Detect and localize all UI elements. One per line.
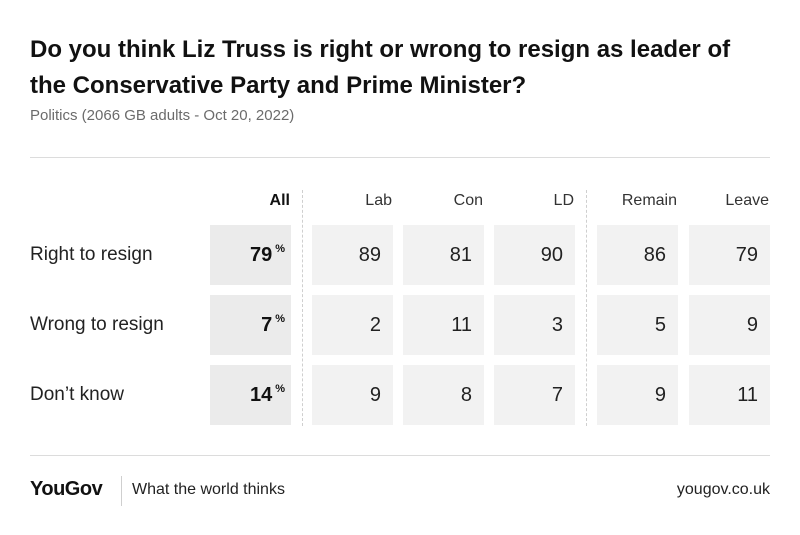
value-label: 3 — [551, 313, 563, 336]
footer-url[interactable]: yougov.co.uk — [676, 481, 770, 498]
column-header-remain: Remain — [621, 192, 677, 209]
percent-sign: % — [275, 243, 285, 255]
value-label: 79 — [735, 243, 758, 266]
value-cell-don-t-know-con: 8 — [403, 365, 484, 425]
value-label: 14 — [249, 383, 273, 406]
value-label: 9 — [654, 383, 666, 406]
percent-sign: % — [275, 383, 285, 395]
value-cell-don-t-know-lab: 9 — [312, 365, 393, 425]
top-divider — [30, 157, 770, 158]
value-cell-wrong-to-resign-all: 7% — [210, 295, 291, 355]
value-cell-right-to-resign-all: 79% — [210, 225, 291, 285]
value-label: 7 — [551, 383, 563, 406]
value-label: 81 — [449, 243, 472, 266]
value-cell-right-to-resign-remain: 86 — [597, 225, 678, 285]
column-header-ld: LD — [553, 192, 574, 209]
value-cell-don-t-know-ld: 7 — [494, 365, 575, 425]
column-group-separator — [302, 190, 303, 426]
value-cell-right-to-resign-ld: 90 — [494, 225, 575, 285]
chart-subtitle: Politics (2066 GB adults - Oct 20, 2022) — [30, 107, 295, 124]
value-label: 2 — [369, 313, 381, 336]
value-label: 8 — [460, 383, 472, 406]
column-group-separator — [586, 190, 587, 426]
value-cell-wrong-to-resign-leave: 9 — [689, 295, 770, 355]
value-cell-wrong-to-resign-ld: 3 — [494, 295, 575, 355]
value-label: 86 — [643, 243, 666, 266]
column-header-lab: Lab — [365, 192, 392, 209]
value-cell-don-t-know-remain: 9 — [597, 365, 678, 425]
column-header-con: Con — [453, 192, 483, 209]
yougov-logo[interactable]: YouGov — [30, 478, 103, 500]
row-label-don-t-know: Don’t know — [30, 384, 124, 405]
value-label: 5 — [654, 313, 666, 336]
column-header-leave: Leave — [725, 192, 769, 209]
value-cell-right-to-resign-lab: 89 — [312, 225, 393, 285]
value-label: 89 — [358, 243, 381, 266]
footer-tagline: What the world thinks — [132, 481, 285, 498]
percent-sign: % — [275, 313, 285, 325]
value-label: 9 — [746, 313, 758, 336]
row-label-wrong-to-resign: Wrong to resign — [30, 314, 164, 335]
value-cell-wrong-to-resign-remain: 5 — [597, 295, 678, 355]
value-label: 7 — [261, 313, 273, 336]
value-label: 9 — [369, 383, 381, 406]
value-cell-don-t-know-all: 14% — [210, 365, 291, 425]
row-label-right-to-resign: Right to resign — [30, 244, 153, 265]
value-cell-wrong-to-resign-con: 11 — [403, 295, 484, 355]
value-label: 90 — [540, 243, 563, 266]
value-label: 11 — [451, 313, 472, 336]
value-label: 79 — [249, 243, 273, 266]
value-cell-right-to-resign-con: 81 — [403, 225, 484, 285]
value-label: 11 — [737, 383, 758, 406]
value-cell-wrong-to-resign-lab: 2 — [312, 295, 393, 355]
column-header-all: All — [269, 192, 290, 209]
footer-separator — [121, 476, 122, 506]
bottom-divider — [30, 455, 770, 456]
value-cell-don-t-know-leave: 11 — [689, 365, 770, 425]
value-cell-right-to-resign-leave: 79 — [689, 225, 770, 285]
chart-title: Do you think Liz Truss is right or wrong… — [30, 36, 731, 99]
